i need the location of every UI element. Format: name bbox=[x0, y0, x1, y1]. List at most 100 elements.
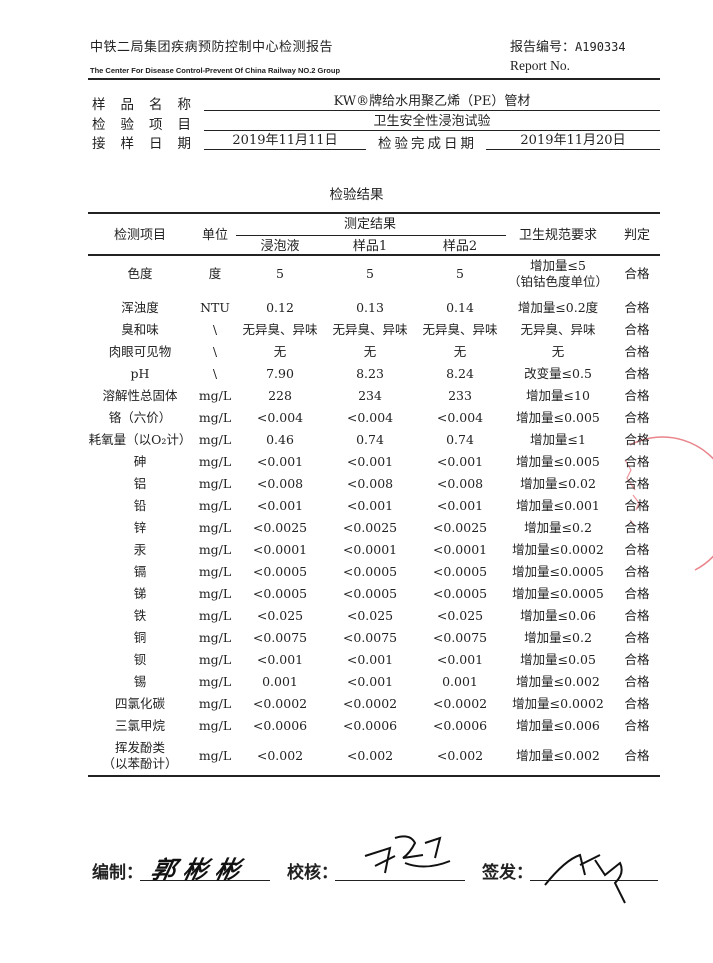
results-title: 检验结果 bbox=[329, 187, 384, 203]
cell-req: 增加量≤0.2 bbox=[524, 520, 592, 535]
approved-line bbox=[530, 880, 658, 882]
cell-item: 臭和味 bbox=[121, 322, 159, 337]
cell-item: 铁 bbox=[133, 608, 147, 623]
cell-s2: <0.001 bbox=[436, 652, 484, 667]
prepared-signature: 郭彬彬 bbox=[148, 856, 251, 884]
cell-verdict: 合格 bbox=[624, 498, 650, 513]
cell-verdict: 合格 bbox=[624, 432, 650, 447]
cell-req: 增加量≤0.006 bbox=[516, 718, 600, 733]
cell-unit: \ bbox=[212, 344, 218, 359]
cell-soak: 7.90 bbox=[266, 366, 294, 381]
cell-unit: mg/L bbox=[198, 476, 232, 491]
cell-s1: <0.0002 bbox=[342, 696, 398, 711]
cell-soak: <0.008 bbox=[256, 476, 304, 491]
cell-req-line2: （铂钴色度单位） bbox=[507, 274, 609, 289]
cell-unit: mg/L bbox=[198, 432, 232, 447]
header-divider bbox=[88, 78, 660, 80]
prepared-line bbox=[140, 880, 270, 882]
cell-s1: 0.74 bbox=[356, 432, 384, 447]
cell-verdict: 合格 bbox=[624, 344, 650, 359]
cell-s1: <0.0005 bbox=[342, 564, 398, 579]
cell-item: 溶解性总固体 bbox=[102, 388, 178, 403]
cell-soak: <0.0006 bbox=[252, 718, 308, 733]
cell-s2: 233 bbox=[448, 388, 472, 403]
cell-unit: mg/L bbox=[198, 608, 232, 623]
cell-unit: mg/L bbox=[198, 718, 232, 733]
cell-unit: mg/L bbox=[198, 410, 232, 425]
cell-verdict: 合格 bbox=[624, 630, 650, 645]
cell-s2: <0.001 bbox=[436, 454, 484, 469]
cell-verdict: 合格 bbox=[624, 266, 650, 281]
cell-soak: <0.002 bbox=[256, 748, 304, 763]
cell-soak: 0.12 bbox=[266, 300, 294, 315]
cell-soak: 228 bbox=[268, 388, 292, 403]
cell-s2: <0.0002 bbox=[432, 696, 488, 711]
cell-s1: <0.0025 bbox=[342, 520, 398, 535]
cell-verdict: 合格 bbox=[624, 748, 650, 763]
header-sample1: 样品1 bbox=[352, 239, 388, 254]
cell-s1: <0.001 bbox=[346, 454, 394, 469]
cell-unit: \ bbox=[212, 322, 218, 337]
cell-req: 增加量≤0.0005 bbox=[512, 586, 604, 601]
cell-req: 增加量≤10 bbox=[526, 388, 590, 403]
cell-s1: <0.001 bbox=[346, 498, 394, 513]
cell-s1: <0.001 bbox=[346, 652, 394, 667]
cell-verdict: 合格 bbox=[624, 476, 650, 491]
cell-s2: <0.004 bbox=[436, 410, 484, 425]
cell-unit: mg/L bbox=[198, 630, 232, 645]
cell-verdict: 合格 bbox=[624, 542, 650, 557]
cell-item: 锡 bbox=[133, 674, 147, 689]
reviewed-label: 校核： bbox=[287, 863, 338, 883]
cell-s1: <0.002 bbox=[346, 748, 394, 763]
cell-item: 肉眼可见物 bbox=[108, 344, 172, 359]
cell-verdict: 合格 bbox=[624, 718, 650, 733]
receive-date-value: 2019年11月11日 bbox=[204, 132, 366, 150]
stamp-text-marks bbox=[624, 459, 640, 527]
cell-item: 色度 bbox=[127, 266, 153, 281]
cell-item: 挥发酚类 bbox=[114, 740, 166, 755]
cell-s1: 5 bbox=[366, 266, 374, 281]
cell-verdict: 合格 bbox=[624, 564, 650, 579]
cell-req: 增加量≤0.05 bbox=[520, 652, 596, 667]
header-item: 检测项目 bbox=[113, 228, 167, 243]
cell-s1: 8.23 bbox=[356, 366, 384, 381]
cell-s1: <0.001 bbox=[346, 674, 394, 689]
cell-soak: <0.0005 bbox=[252, 586, 308, 601]
table-header-rule bbox=[88, 254, 660, 256]
cell-req: 增加量≤0.002 bbox=[516, 748, 600, 763]
cell-s2: <0.001 bbox=[436, 498, 484, 513]
cell-req: 增加量≤0.001 bbox=[516, 498, 600, 513]
cell-req: 增加量≤0.06 bbox=[520, 608, 596, 623]
cell-s2: <0.0025 bbox=[432, 520, 488, 535]
cell-s2: 无 bbox=[453, 344, 467, 359]
reviewed-line bbox=[335, 880, 465, 882]
cell-soak: <0.0005 bbox=[252, 564, 308, 579]
cell-soak: <0.001 bbox=[256, 454, 304, 469]
cell-item: 铜 bbox=[133, 630, 147, 645]
cell-s2: 5 bbox=[456, 266, 464, 281]
cell-item: pH bbox=[130, 366, 150, 381]
cell-req: 增加量≤0.005 bbox=[516, 454, 600, 469]
cell-unit: mg/L bbox=[198, 542, 232, 557]
cell-unit: mg/L bbox=[198, 674, 232, 689]
cell-unit: mg/L bbox=[198, 652, 232, 667]
table-bottom-rule bbox=[88, 775, 660, 777]
cell-item: 铝 bbox=[133, 476, 147, 491]
complete-date-label: 检验完成日期 bbox=[378, 136, 477, 152]
cell-req: 增加量≤0.0002 bbox=[512, 696, 604, 711]
cell-s2: 无异臭、异味 bbox=[422, 322, 498, 337]
cell-s2: <0.0001 bbox=[432, 542, 488, 557]
cell-soak: <0.001 bbox=[256, 498, 304, 513]
cell-s1: <0.0006 bbox=[342, 718, 398, 733]
cell-req: 增加量≤0.002 bbox=[516, 674, 600, 689]
cell-soak: 0.001 bbox=[262, 674, 298, 689]
cell-req: 改变量≤0.5 bbox=[524, 366, 592, 381]
cell-s2: <0.008 bbox=[436, 476, 484, 491]
cell-item: 铬（六价） bbox=[108, 410, 172, 425]
cell-soak: <0.0025 bbox=[252, 520, 308, 535]
cell-verdict: 合格 bbox=[624, 410, 650, 425]
approved-label: 签发： bbox=[482, 863, 533, 883]
cell-verdict: 合格 bbox=[624, 322, 650, 337]
stamp-arc bbox=[629, 436, 713, 571]
cell-unit: 度 bbox=[208, 266, 222, 281]
